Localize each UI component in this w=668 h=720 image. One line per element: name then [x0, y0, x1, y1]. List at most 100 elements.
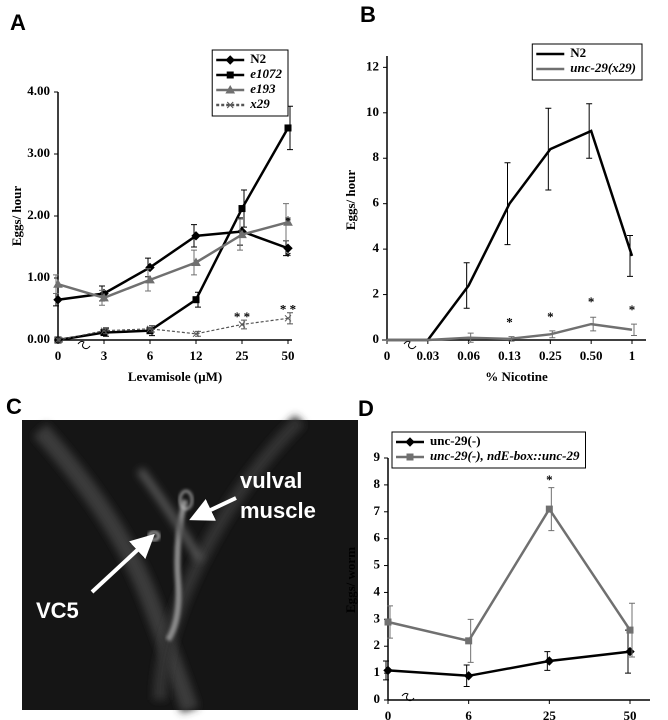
x-tick-label: 3	[101, 348, 108, 363]
marker	[283, 217, 293, 226]
y-tick-label: 4.00	[27, 83, 50, 98]
y-tick-label: 7	[374, 503, 381, 518]
marker	[544, 656, 555, 666]
x-tick-label: 0.13	[498, 348, 521, 363]
marker	[53, 279, 63, 288]
x-tick-label: 0	[55, 348, 62, 363]
legend-label: unc-29(x29)	[570, 60, 636, 75]
annotation: *	[547, 309, 554, 324]
series-line	[57, 127, 290, 342]
y-tick-label: 3	[374, 610, 381, 625]
error-bar	[504, 162, 511, 246]
error-bar	[241, 319, 247, 330]
legend-label: N2	[570, 45, 586, 60]
series-line	[57, 317, 289, 341]
y-tick-label: 4	[374, 583, 381, 598]
error-bar	[463, 262, 470, 309]
y-tick-label: 0	[373, 331, 380, 346]
legend-marker	[226, 71, 234, 79]
annotation: *	[285, 248, 292, 263]
marker	[545, 505, 553, 513]
marker	[54, 336, 62, 344]
annotation: * *	[234, 309, 250, 324]
marker	[465, 637, 473, 645]
y-tick-label: 8	[374, 476, 381, 491]
marker	[191, 231, 201, 241]
marker	[283, 243, 293, 253]
error-bar	[508, 336, 515, 342]
series-line	[387, 506, 632, 643]
error-bar	[631, 323, 637, 336]
y-tick-label: 6	[373, 195, 380, 210]
y-axis-label: Eggs/ hour	[343, 170, 358, 231]
marker	[626, 626, 634, 634]
annotation: * *	[280, 302, 296, 317]
micrograph: vulval muscle VC5	[22, 415, 358, 713]
error-bar	[586, 103, 593, 159]
error-bar	[545, 107, 552, 191]
legend: unc-29(-)unc-29(-), ndE-box::unc-29	[396, 433, 580, 463]
series-line	[57, 230, 289, 301]
annotation: *	[506, 315, 513, 330]
x-tick-label: 0.50	[580, 348, 603, 363]
series-line	[387, 650, 631, 678]
x-tick-label: 1	[629, 348, 636, 363]
y-tick-label: 0	[374, 691, 381, 706]
annotation: *	[629, 302, 636, 317]
legend-label: e193	[250, 81, 276, 96]
marker	[625, 646, 635, 657]
marker	[237, 229, 247, 239]
marker	[284, 314, 292, 322]
x-tick-label: 25	[236, 348, 250, 363]
marker	[100, 329, 108, 337]
marker	[145, 274, 155, 284]
x-axis-label: Levamisole (μM)	[128, 369, 222, 384]
x-axis-label: % Nicotine	[485, 369, 548, 384]
image-label: VC5	[36, 598, 79, 623]
panel-label: B	[360, 2, 376, 27]
error-bar	[627, 234, 633, 277]
annotation: *	[285, 213, 292, 228]
marker	[146, 325, 154, 333]
legend-label: unc-29(-)	[430, 433, 481, 448]
y-tick-label: 6	[374, 530, 381, 545]
y-axis-label: Eggs/ hour	[9, 186, 24, 247]
y-tick-label: 10	[366, 104, 379, 119]
marker	[284, 124, 292, 132]
marker	[191, 257, 201, 266]
legend-box	[531, 43, 643, 81]
legend-marker	[405, 437, 415, 447]
x-tick-label: 6	[465, 708, 472, 720]
x-tick-label: 25	[543, 708, 557, 720]
y-tick-label: 12	[366, 58, 379, 73]
legend-marker	[225, 84, 236, 94]
y-tick-label: 3.00	[27, 145, 50, 160]
y-tick-label: 2	[373, 286, 380, 301]
image-label: muscle	[240, 498, 316, 523]
legend-marker	[225, 55, 235, 65]
x-tick-label: 50	[282, 348, 295, 363]
marker	[238, 321, 246, 328]
x-tick-label: 0	[385, 708, 392, 720]
legend-box	[391, 431, 586, 469]
x-tick-label: 0.03	[416, 348, 439, 363]
legend-label: x29	[249, 96, 270, 111]
y-tick-label: 2	[374, 637, 381, 652]
marker	[383, 665, 393, 676]
marker	[384, 618, 392, 626]
x-tick-label: 12	[190, 348, 203, 363]
y-tick-label: 9	[374, 449, 381, 464]
y-tick-label: 4	[373, 240, 380, 255]
y-tick-label: 2.00	[27, 207, 50, 222]
marker	[99, 292, 109, 302]
series-line	[57, 220, 289, 300]
marker	[192, 296, 200, 304]
legend-marker	[406, 453, 414, 461]
y-tick-label: 1	[374, 664, 381, 679]
y-tick-label: 8	[373, 149, 380, 164]
y-tick-label: 1.00	[27, 269, 50, 284]
annotation: *	[546, 472, 553, 487]
